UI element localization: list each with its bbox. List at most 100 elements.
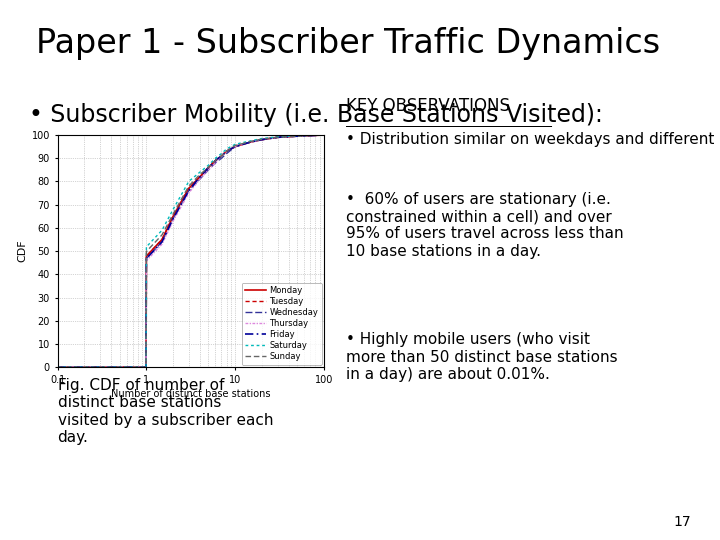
Text: • Distribution similar on weekdays and different on weekends.: • Distribution similar on weekdays and d… [346,132,720,147]
Wednesday [258,137,266,143]
Sunday [158,232,166,238]
Friday [211,157,220,164]
Sunday [142,248,150,254]
Friday [258,137,266,143]
Friday [158,239,166,245]
Thursday [143,257,151,264]
Thursday [168,218,177,224]
Text: •  60% of users are stationary (i.e.
constrained within a cell) and over
95% of : • 60% of users are stationary (i.e. cons… [346,192,624,259]
Tuesday [274,134,282,140]
Monday [196,173,204,180]
Friday [293,133,302,139]
Thursday [211,160,220,166]
Thursday [204,166,213,173]
Wednesday [168,215,177,222]
Monday [168,213,177,219]
Tuesday [231,143,240,150]
Text: • Subscriber Mobility (i.e. Base Stations Visited):: • Subscriber Mobility (i.e. Base Station… [29,103,603,126]
Wednesday [142,364,150,370]
Sunday [184,183,193,190]
Sunday [142,364,150,370]
Monday [231,143,240,150]
Thursday [217,153,226,159]
Saturday [246,138,255,144]
Friday [217,153,226,159]
Monday [158,237,166,243]
Monday [274,134,282,140]
Saturday [184,178,193,185]
Thursday [258,137,266,143]
Wednesday [143,255,151,261]
Legend: Monday, Tuesday, Wednesday, Thursday, Friday, Saturday, Sunday: Monday, Tuesday, Wednesday, Thursday, Fr… [242,282,322,364]
Sunday [168,211,177,217]
Wednesday [246,139,255,145]
Sunday [231,142,240,149]
Wednesday [211,160,220,166]
Friday [274,134,282,140]
Tuesday [142,253,150,259]
Wednesday [222,150,231,157]
Saturday [196,169,204,176]
Wednesday [293,133,302,139]
Monday [246,139,255,145]
Thursday [246,139,255,145]
Saturday [222,146,231,152]
Thursday [222,148,231,154]
Y-axis label: CDF: CDF [17,240,27,262]
Friday [196,173,204,180]
Sunday [258,136,266,143]
Tuesday [211,157,220,164]
Wednesday [196,176,204,183]
Friday [204,164,213,171]
Saturday [211,155,220,161]
Friday [222,148,231,154]
Tuesday [53,364,62,370]
Monday [211,157,220,164]
Saturday [142,364,150,370]
Tuesday [143,253,151,259]
Text: KEY OBSERVATIONS: KEY OBSERVATIONS [346,97,510,115]
Text: Paper 1 - Subscriber Traffic Dynamics: Paper 1 - Subscriber Traffic Dynamics [36,27,660,60]
Saturday [158,227,166,233]
Monday [222,148,231,154]
Friday [246,139,255,145]
Line: Sunday: Sunday [58,135,324,367]
Tuesday [168,213,177,219]
Saturday [274,133,282,140]
Friday [142,255,150,261]
Sunday [320,132,328,138]
Thursday [184,190,193,196]
Wednesday [158,239,166,245]
Monday [142,364,150,370]
Tuesday [293,133,302,139]
Wednesday [231,143,240,150]
Friday [231,143,240,150]
Thursday [158,241,166,247]
Thursday [142,364,150,370]
Line: Monday: Monday [58,135,324,367]
Sunday [274,134,282,140]
Sunday [143,248,151,254]
Tuesday [204,164,213,171]
Saturday [142,243,150,249]
Tuesday [184,185,193,192]
X-axis label: Number of distinct base stations: Number of distinct base stations [111,389,271,399]
Friday [184,187,193,194]
Monday [143,253,151,259]
Tuesday [217,153,226,159]
Saturday [204,162,213,168]
Thursday [196,176,204,183]
Saturday [231,141,240,147]
Thursday [293,133,302,139]
Monday [142,253,150,259]
Saturday [168,206,177,213]
Wednesday [320,132,328,138]
Sunday [217,153,226,159]
Wednesday [53,364,62,370]
Saturday [258,135,266,141]
Saturday [217,150,226,157]
Thursday [142,257,150,264]
Tuesday [196,173,204,180]
Text: Fig. CDF of number of
distinct base stations
visited by a subscriber each
day.: Fig. CDF of number of distinct base stat… [58,378,273,445]
Sunday [196,171,204,178]
